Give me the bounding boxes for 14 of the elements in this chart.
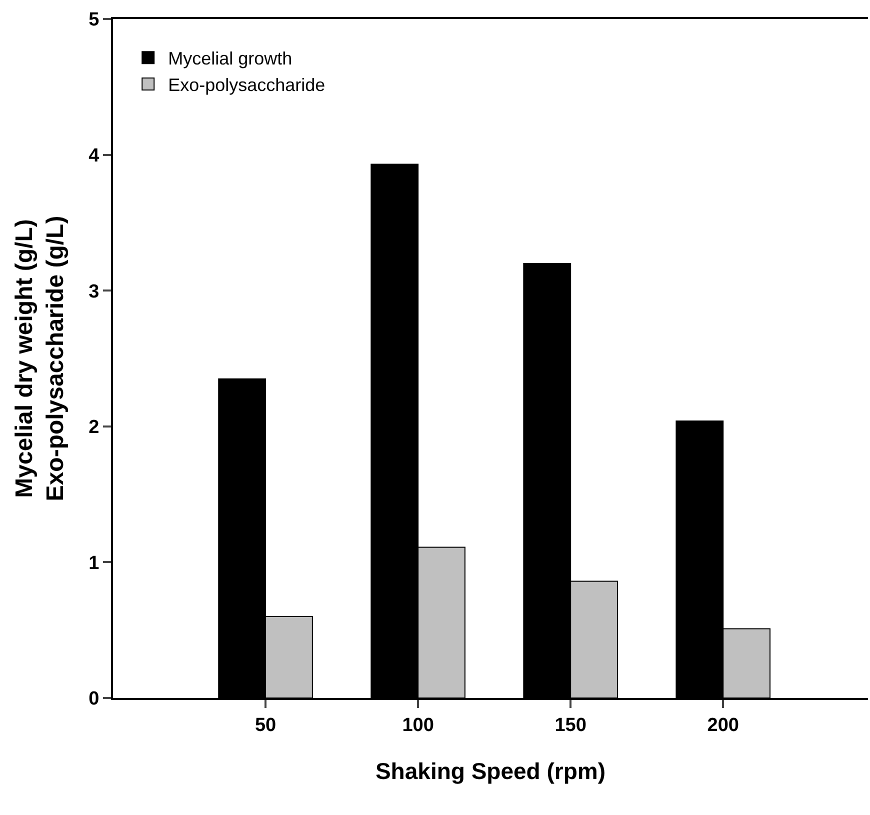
y-tick-label: 2 bbox=[88, 417, 100, 438]
x-tick-label: 200 bbox=[707, 714, 739, 736]
x-tick-label: 50 bbox=[254, 714, 276, 736]
legend-label: Mycelial growth bbox=[168, 48, 292, 69]
y-axis-title: Mycelial dry weight (g/L) Exo-polysaccharide (g/L) bbox=[11, 216, 70, 502]
x-tick-label: 100 bbox=[402, 714, 434, 736]
y-tick-label: 5 bbox=[88, 10, 100, 31]
x-axis-title: Shaking Speed (rpm) bbox=[375, 758, 606, 784]
legend-label: Exo-polysaccharide bbox=[168, 74, 326, 95]
y-tick-label: 4 bbox=[88, 145, 100, 166]
x-tick-label: 150 bbox=[554, 714, 586, 736]
y-tick-label: 3 bbox=[88, 281, 100, 302]
y-tick-label: 1 bbox=[88, 552, 100, 574]
y-tick-label: 0 bbox=[88, 688, 100, 710]
